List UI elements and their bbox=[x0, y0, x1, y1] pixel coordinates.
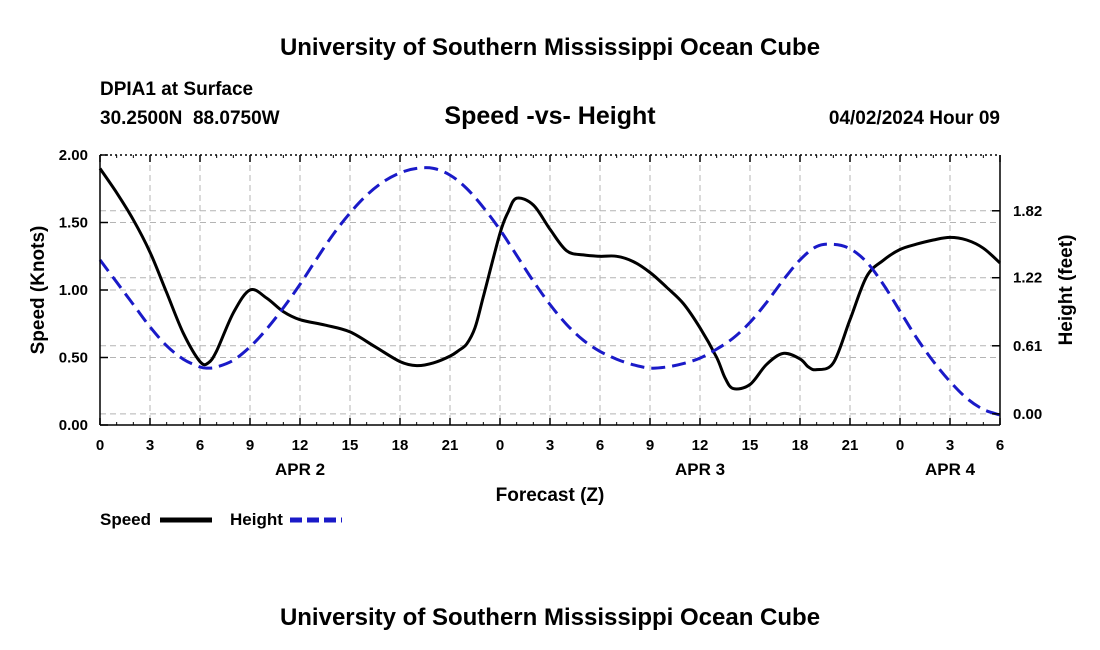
y-tick-labels: 0.00 0.50 1.00 1.50 2.00 bbox=[59, 147, 88, 434]
y2-tick-label: 0.00 bbox=[1013, 406, 1042, 423]
y2-axis-title: Height (feet) bbox=[1056, 235, 1077, 346]
y2-tick-label: 1.22 bbox=[1013, 270, 1042, 287]
y2-tick-labels: 0.00 0.61 1.22 1.82 bbox=[1013, 203, 1042, 423]
x-tick-label: 0 bbox=[896, 437, 904, 454]
page-title-bottom: University of Southern Mississippi Ocean… bbox=[280, 604, 820, 631]
x-axis-title: Forecast (Z) bbox=[496, 485, 605, 506]
x-tick-label: 21 bbox=[842, 437, 859, 454]
x-tick-label: 15 bbox=[742, 437, 759, 454]
axis-ticks bbox=[99, 154, 1001, 426]
x-tick-label: 18 bbox=[792, 437, 809, 454]
grid-lines bbox=[100, 155, 1000, 425]
x-tick-label: 12 bbox=[292, 437, 309, 454]
page-title-top: University of Southern Mississippi Ocean… bbox=[280, 34, 820, 61]
x-tick-label: 9 bbox=[246, 437, 254, 454]
y-tick-label: 1.00 bbox=[59, 282, 88, 299]
series-speed-line bbox=[98, 167, 1002, 391]
chart-title: Speed -vs- Height bbox=[444, 102, 656, 130]
x-tick-labels: 0 3 6 9 12 15 18 21 0 3 6 9 12 15 18 21 0 3 6 bbox=[96, 437, 1004, 454]
x-tick-label: 3 bbox=[546, 437, 554, 454]
x-tick-label: 9 bbox=[646, 437, 654, 454]
date-labels: APR 2 APR 3 APR 4 bbox=[275, 460, 976, 479]
x-tick-label: 0 bbox=[96, 437, 104, 454]
date-label: APR 3 bbox=[675, 460, 725, 479]
x-tick-label: 6 bbox=[996, 437, 1004, 454]
x-tick-label: 12 bbox=[692, 437, 709, 454]
date-label: APR 2 bbox=[275, 460, 325, 479]
x-tick-label: 3 bbox=[946, 437, 954, 454]
y2-tick-label: 0.61 bbox=[1013, 338, 1042, 355]
x-tick-label: 6 bbox=[596, 437, 604, 454]
y-axis-title: Speed (Knots) bbox=[28, 226, 49, 355]
y-tick-label: 0.00 bbox=[59, 417, 88, 434]
y-tick-label: 1.50 bbox=[59, 215, 88, 232]
forecast-date-label: 04/02/2024 Hour 09 bbox=[829, 108, 1000, 129]
x-tick-label: 21 bbox=[442, 437, 459, 454]
y-tick-label: 0.50 bbox=[59, 350, 88, 367]
y2-tick-label: 1.82 bbox=[1013, 203, 1042, 220]
data-series bbox=[98, 166, 1002, 417]
x-tick-label: 18 bbox=[392, 437, 409, 454]
x-tick-label: 0 bbox=[496, 437, 504, 454]
x-tick-label: 6 bbox=[196, 437, 204, 454]
legend-height-label: Height bbox=[230, 510, 283, 529]
date-label: APR 4 bbox=[925, 460, 976, 479]
station-label: DPIA1 at Surface bbox=[100, 79, 253, 100]
legend: Speed Height bbox=[100, 510, 342, 529]
legend-speed-label: Speed bbox=[100, 510, 151, 529]
series-height-line bbox=[98, 166, 1001, 417]
y-tick-label: 2.00 bbox=[59, 147, 88, 164]
coordinates-label: 30.2500N 88.0750W bbox=[100, 108, 280, 129]
x-tick-label: 15 bbox=[342, 437, 359, 454]
x-tick-label: 3 bbox=[146, 437, 154, 454]
